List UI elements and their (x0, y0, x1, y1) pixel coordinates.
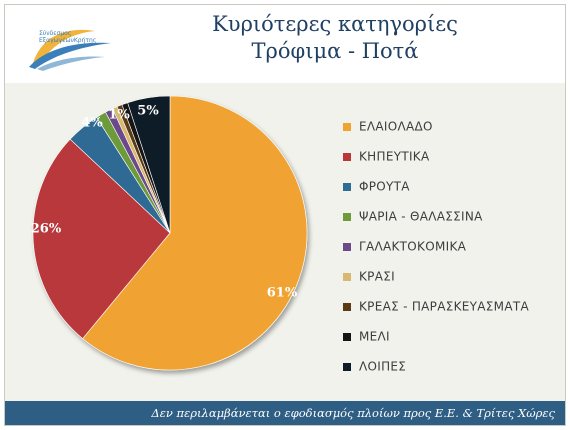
legend-swatch-κρεας-παρασκευασματα (343, 303, 351, 311)
legend-label-κρασι: ΚΡΑΣΙ (359, 270, 395, 284)
slide-header: Σύνδεσμος ΕξαγωγέωνΚρήτης Κυριότερες κατ… (5, 5, 565, 83)
legend-swatch-λοιπες (343, 363, 351, 371)
pie-slices (32, 95, 308, 371)
title-line-2: Τρόφιμα - Ποτά (251, 39, 419, 63)
slide-title: Κυριότερες κατηγορίες Τρόφιμα - Ποτά (155, 11, 515, 65)
legend-label-κρεας-παρασκευασματα: ΚΡΕΑΣ - ΠΑΡΑΣΚΕΥΑΣΜΑΤΑ (359, 300, 529, 314)
pie-slice-κηπευτικα (32, 138, 171, 339)
pie-chart: 61% 26% 4% 1% 5% ΕΛΑΙΟΛΑΔΟ ΚΗΠΕΥΤΙΚΑ ΦΡΟΥΤΑ ΨΑΡ… (31, 95, 529, 374)
legend-label-ελαιολαδο: ΕΛΑΙΟΛΑΔΟ (359, 120, 433, 134)
slide-footer: Δεν περιλαμβάνεται ο εφοδιασμός πλοίων π… (5, 401, 565, 425)
legend-label-λοιπες: ΛΟΙΠΕΣ (359, 360, 406, 374)
data-label-ψαρια-θαλασσινα: 1% (108, 108, 130, 123)
legend-swatch-ψαρια-θαλασσινα (343, 213, 351, 221)
legend-swatch-φρουτα (343, 183, 351, 191)
legend-swatch-μελι (343, 333, 351, 341)
data-label-φρουτα: 4% (81, 116, 103, 131)
legend-swatch-κρασι (343, 273, 351, 281)
title-line-1: Κυριότερες κατηγορίες (212, 12, 458, 36)
pie-data-labels: 61% 26% 4% 1% 5% (31, 104, 298, 301)
legend-label-κηπευτικα: ΚΗΠΕΥΤΙΚΑ (359, 150, 430, 164)
legend-label-μελι: ΜΕΛΙ (359, 330, 390, 344)
legend-swatch-γαλακτοκομικα (343, 243, 351, 251)
logo-text: Σύνδεσμος ΕξαγωγέωνΚρήτης (39, 30, 97, 44)
legend-label-γαλακτοκομικα: ΓΑΛΑΚΤΟΚΟΜΙΚΑ (359, 240, 467, 254)
logo-swoosh-icon (29, 29, 111, 71)
legend-swatch-ελαιολαδο (343, 123, 351, 131)
pie-slice-ελαιολαδο (82, 95, 308, 371)
chart-legend: ΕΛΑΙΟΛΑΔΟ ΚΗΠΕΥΤΙΚΑ ΦΡΟΥΤΑ ΨΑΡΙΑ - ΘΑΛΑΣΣΙΝ… (343, 120, 529, 374)
legend-swatch-κηπευτικα (343, 153, 351, 161)
data-label-λοιπες: 5% (137, 104, 159, 119)
pie-slice-λοιπες (127, 95, 171, 234)
legend-label-φρουτα: ΦΡΟΥΤΑ (359, 180, 410, 194)
data-label-κηπευτικα: 26% (31, 222, 62, 237)
slide: Σύνδεσμος ΕξαγωγέωνΚρήτης Κυριότερες κατ… (4, 4, 566, 426)
legend-label-ψαρια-θαλασσινα: ΨΑΡΙΑ - ΘΑΛΑΣΣΙΝΑ (359, 210, 483, 224)
data-label-ελαιολαδο: 61% (267, 286, 298, 301)
footnote: Δεν περιλαμβάνεται ο εφοδιασμός πλοίων π… (151, 406, 555, 420)
